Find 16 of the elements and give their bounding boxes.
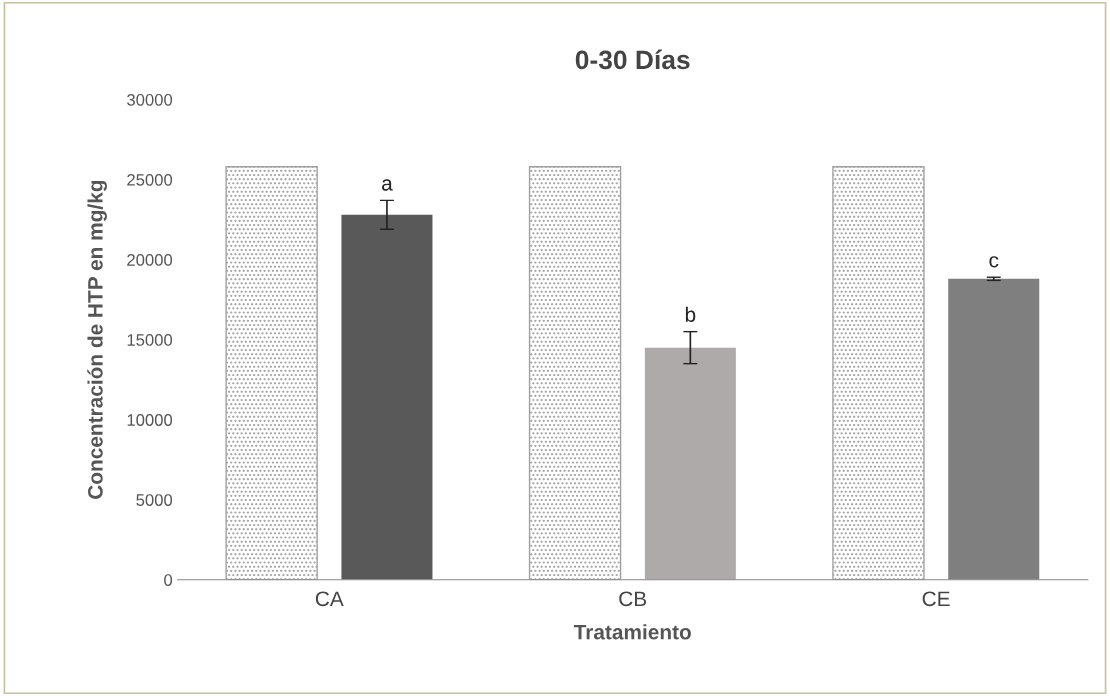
- x-tick-label: CE: [922, 591, 950, 607]
- y-tick-label: 25000: [127, 173, 173, 186]
- x-tick-label: CB: [619, 591, 647, 607]
- y-tick-label: 20000: [127, 254, 173, 266]
- y-tick-label: 15000: [127, 334, 173, 346]
- y-axis-title: Concentración de HTP en mg/kg: [87, 180, 107, 499]
- annotation: a: [382, 179, 393, 191]
- y-tick-label: 0: [164, 574, 173, 586]
- y-tick-label: 5000: [136, 494, 173, 506]
- x-axis-title: Tratamiento: [573, 624, 691, 640]
- annotation: b: [685, 306, 696, 322]
- annotation: c: [989, 256, 999, 268]
- y-tick-label: 10000: [127, 414, 173, 426]
- y-tick-label: 30000: [127, 93, 173, 106]
- x-tick-label: CA: [315, 591, 344, 607]
- chart-title: 0-30 Días: [575, 49, 690, 70]
